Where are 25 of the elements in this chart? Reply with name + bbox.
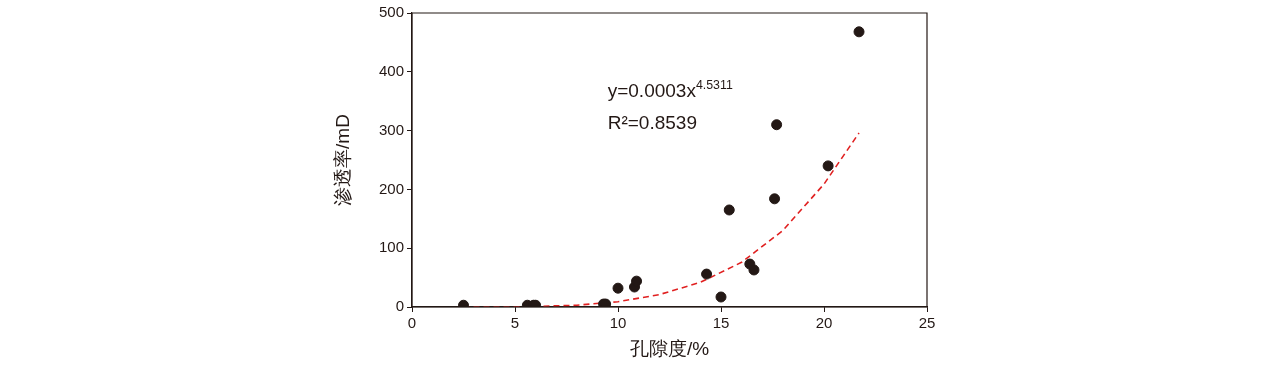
x-tick-label: 25 — [918, 314, 936, 332]
x-tick-label: 15 — [712, 314, 730, 332]
point — [748, 264, 760, 276]
point — [715, 291, 727, 303]
y-tick-label: 300 — [378, 120, 404, 138]
x-tick-label: 0 — [407, 314, 417, 332]
point — [723, 204, 735, 216]
y-tick-label: 100 — [378, 238, 404, 256]
x-axis-title: 孔隙度/% — [629, 337, 710, 359]
point — [631, 275, 643, 287]
x-tick-label: 20 — [815, 314, 833, 332]
point — [769, 193, 781, 205]
x-tick-label: 10 — [609, 314, 627, 332]
point — [701, 268, 713, 280]
point — [853, 26, 865, 38]
y-tick-label: 200 — [378, 179, 404, 197]
y-tick-label: 0 — [395, 297, 404, 315]
y-axis-title: 渗透率/mD — [331, 114, 353, 206]
annotation: R²=0.8539 — [607, 112, 697, 133]
y-tick-label: 400 — [378, 61, 404, 79]
point — [822, 160, 834, 172]
point — [771, 119, 783, 131]
y-tick-label: 500 — [378, 3, 404, 21]
point — [612, 282, 624, 294]
x-tick-label: 5 — [510, 314, 520, 332]
